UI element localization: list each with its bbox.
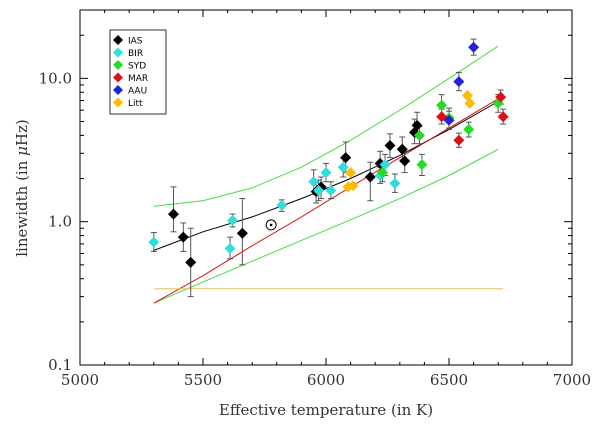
- fit-line-red-fit: [153, 98, 499, 304]
- sun-symbol-dot: [269, 223, 273, 227]
- data-point-ias: [399, 155, 411, 167]
- data-point-ias: [364, 171, 376, 183]
- fit-line-black-fit: [153, 101, 499, 251]
- data-point-mar: [497, 111, 509, 123]
- data-point-bir: [224, 243, 236, 255]
- data-point-ias: [185, 256, 197, 268]
- legend: IAS BIR SYD MAR AAU Litt: [109, 29, 167, 115]
- fit-line-lower-envelope: [153, 148, 499, 304]
- data-point-bir: [313, 185, 325, 197]
- x-axis-title: Effective temperature (in K): [219, 401, 433, 419]
- data-point-litt: [347, 180, 359, 192]
- legend-label-bir: BIR: [128, 49, 143, 59]
- legend-label-syd: SYD: [128, 62, 146, 72]
- legend-label-aau: AAU: [128, 87, 147, 97]
- data-point-syd: [416, 159, 428, 171]
- legend-label-mar: MAR: [128, 74, 148, 84]
- x-tick-label: 6000: [307, 371, 345, 389]
- data-point-syd: [377, 167, 389, 179]
- data-point-bir: [325, 185, 337, 197]
- data-point-syd: [436, 99, 448, 111]
- fit-line-upper-envelope: [153, 45, 499, 207]
- data-point-ias: [177, 231, 189, 243]
- legend-marker-aau: [113, 85, 123, 95]
- x-tick-label: 5000: [61, 371, 99, 389]
- data-point-ias: [396, 143, 408, 155]
- data-point-aau: [443, 114, 455, 126]
- data-point-bir: [389, 177, 401, 189]
- legend-label-ias: IAS: [128, 37, 143, 47]
- data-point-litt: [464, 97, 476, 109]
- data-point-mar: [495, 91, 507, 103]
- data-point-mar: [453, 134, 465, 146]
- data-point-aau: [453, 76, 465, 88]
- x-tick-label: 5500: [184, 371, 222, 389]
- y-tick-label: 1.0: [48, 213, 72, 231]
- data-point-ias: [384, 140, 396, 152]
- data-point-syd: [463, 123, 475, 135]
- data-point-litt: [345, 167, 357, 179]
- data-point-bir: [308, 176, 320, 188]
- legend-marker-bir: [113, 47, 123, 58]
- legend-label-litt: Litt: [128, 99, 143, 109]
- x-tick-label: 6500: [430, 371, 468, 389]
- legend-marker-litt: [113, 97, 123, 108]
- legend-marker-syd: [113, 60, 123, 70]
- data-point-ias: [167, 208, 179, 220]
- data-point-ias: [340, 152, 352, 164]
- data-point-bir: [276, 199, 288, 211]
- y-tick-label: 10.0: [39, 69, 72, 87]
- data-point-bir: [337, 161, 349, 173]
- y-axis-title: linewidth (in μHz): [13, 119, 31, 257]
- data-point-ias: [236, 227, 248, 239]
- data-point-syd: [413, 129, 425, 141]
- data-point-bir: [148, 236, 160, 248]
- legend-marker-ias: [113, 35, 123, 45]
- y-tick-label: 0.1: [48, 356, 72, 374]
- data-point-bir: [227, 214, 239, 226]
- x-tick-label: 7000: [553, 371, 591, 389]
- legend-marker-mar: [113, 72, 123, 83]
- data-point-ias: [411, 119, 423, 131]
- data-point-bir: [320, 167, 332, 179]
- data-point-aau: [468, 41, 480, 53]
